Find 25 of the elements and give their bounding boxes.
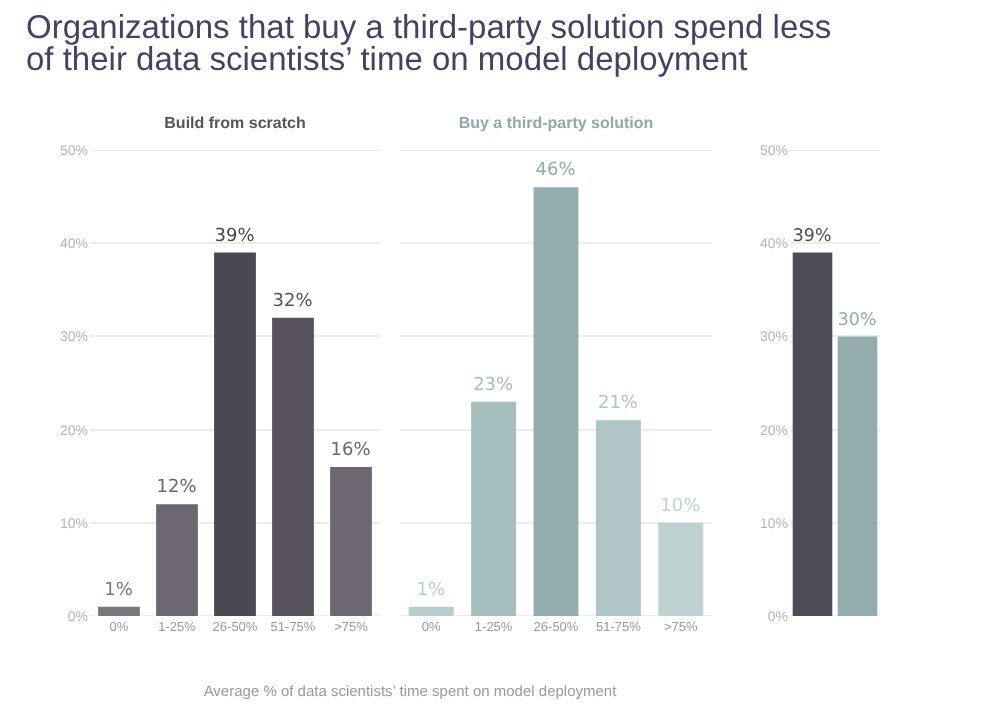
- data-label: 46%: [535, 161, 577, 182]
- chart-subtitle: Build from scratch: [164, 113, 306, 132]
- data-label: 23%: [473, 375, 515, 396]
- data-label: 12%: [156, 478, 198, 499]
- data-label: 1%: [416, 580, 446, 601]
- bar: [330, 466, 372, 616]
- bar: [214, 252, 256, 616]
- bar: [156, 504, 198, 616]
- bar: [595, 420, 641, 616]
- chart-subtitle: Buy a third-party solution: [458, 113, 654, 132]
- chart-title: Organizations that buy a third-party solution spend less of their data scientists’ time on model deployment: [26, 10, 834, 78]
- data-label: 32%: [272, 291, 314, 312]
- bar: [658, 522, 704, 616]
- data-label: 21%: [597, 394, 639, 415]
- bar: [408, 606, 454, 616]
- data-label: 10%: [660, 496, 702, 517]
- data-label: 16%: [330, 440, 372, 461]
- data-label: 39%: [792, 226, 832, 247]
- data-label: 30%: [837, 310, 877, 331]
- bar: [98, 606, 140, 616]
- bar: [471, 401, 517, 616]
- data-label: 39%: [214, 226, 256, 247]
- bar: [533, 187, 579, 616]
- data-label: 1%: [104, 580, 134, 601]
- bar: [272, 317, 314, 616]
